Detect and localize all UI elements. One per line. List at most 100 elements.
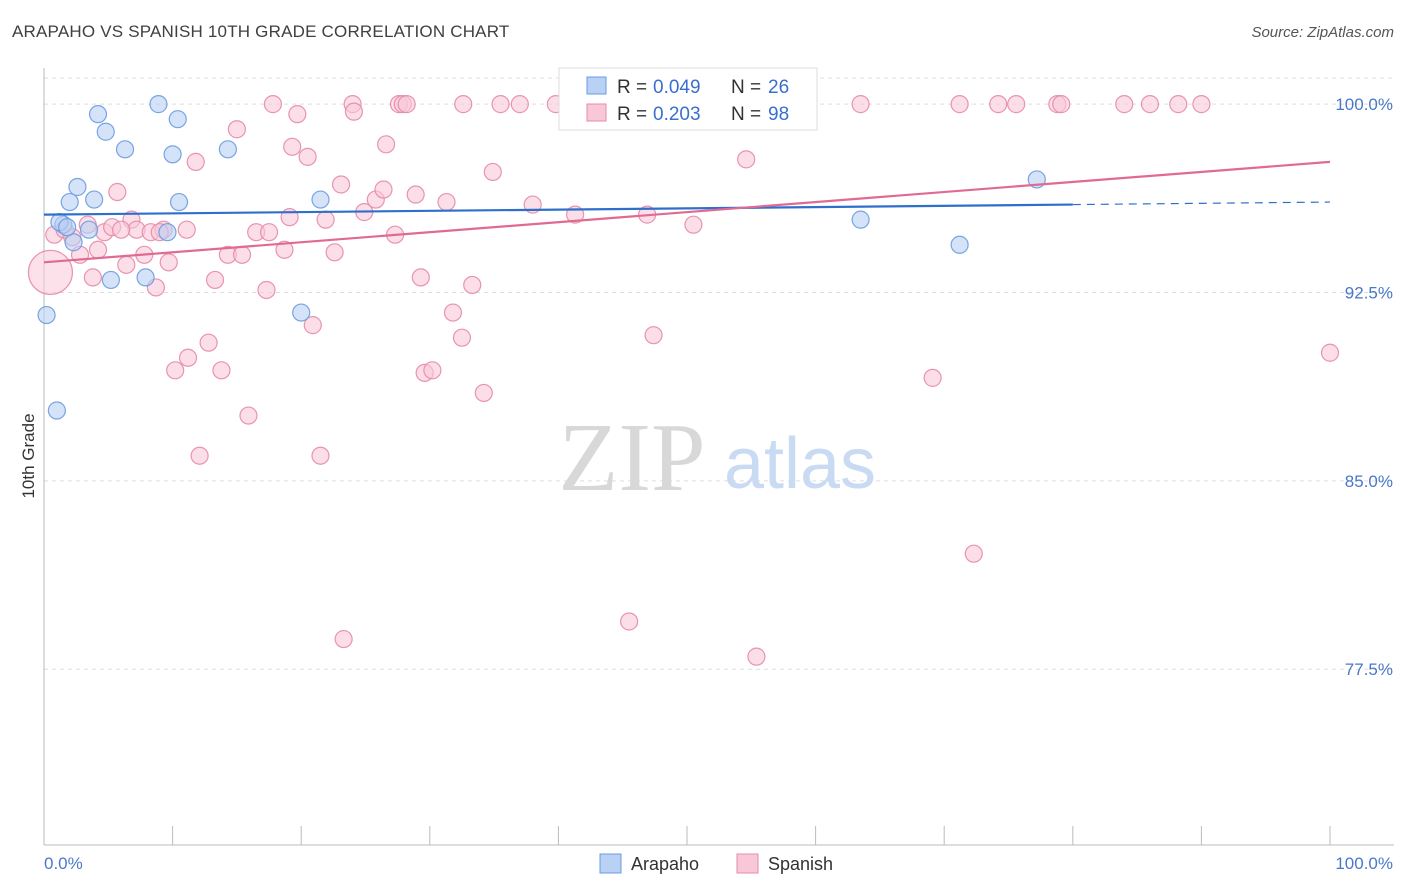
trend-lines <box>43 160 1331 264</box>
spanish-point <box>259 223 279 242</box>
arapaho-point <box>163 145 182 164</box>
arapaho-point <box>169 192 189 212</box>
spanish-point <box>334 629 353 649</box>
arapaho-point <box>68 177 87 197</box>
spanish-point <box>423 361 442 380</box>
spanish-point <box>232 245 252 264</box>
spanish-point <box>437 192 456 212</box>
spanish-point <box>950 95 969 114</box>
spanish-point <box>851 95 870 114</box>
arapaho-point <box>60 192 79 212</box>
spanish-point <box>311 446 330 465</box>
tick-labels: 100.0% 92.5% 85.0% 77.5% 0.0% 100.0% <box>44 95 1393 873</box>
spanish-point <box>227 120 246 139</box>
arapaho-point <box>88 105 108 124</box>
spanish-point <box>620 612 639 631</box>
spanish-point <box>117 255 136 274</box>
arapaho-point <box>136 268 155 287</box>
arapaho-point <box>85 190 104 209</box>
spanish-point <box>510 95 529 114</box>
spanish-point <box>303 316 322 335</box>
spanish-point <box>288 105 307 124</box>
trend-line-arapaho-extension <box>1072 201 1331 206</box>
spanish-point <box>376 135 396 154</box>
arapaho-point <box>292 303 311 322</box>
spanish-point <box>199 333 218 352</box>
legend-n-value-spanish: 98 <box>768 104 789 125</box>
spanish-point <box>159 253 178 272</box>
spanish-point <box>27 249 74 295</box>
spanish-point <box>474 383 493 403</box>
arapaho-point <box>64 233 83 252</box>
arapaho-point <box>79 220 99 239</box>
spanish-point <box>112 220 131 239</box>
spanish-point <box>452 328 472 347</box>
spanish-point <box>374 180 393 199</box>
spanish-point <box>186 152 205 171</box>
axes <box>43 68 1394 846</box>
arapaho-point <box>149 95 168 114</box>
bottom-legend-arapaho: Arapaho <box>631 854 699 874</box>
spanish-point <box>684 215 703 234</box>
y-tick-label: 77.5% <box>1345 660 1393 679</box>
stats-legend: R = 0.049 N = 26 R = 0.203 N = 98 <box>558 67 818 131</box>
watermark-zip: ZIP <box>559 404 706 512</box>
arapaho-point <box>115 140 135 159</box>
bottom-legend-swatch-spanish <box>736 853 759 874</box>
watermark-atlas: atlas <box>724 424 876 504</box>
y-tick-label: 92.5% <box>1345 283 1393 302</box>
spanish-point <box>83 268 102 287</box>
spanish-point <box>1192 95 1211 114</box>
spanish-point <box>331 175 351 194</box>
source-label: Source: ZipAtlas.com <box>1251 24 1394 41</box>
spanish-point <box>190 446 209 465</box>
spanish-point <box>212 361 231 380</box>
spanish-point <box>411 268 430 287</box>
arapaho-point <box>58 218 77 237</box>
legend-n-value-arapaho: 26 <box>768 77 789 98</box>
spanish-point <box>463 275 482 295</box>
y-tick-label: 100.0% <box>1335 95 1393 114</box>
bottom-legend-swatch-arapaho <box>599 853 622 874</box>
arapaho-point <box>101 270 120 290</box>
legend-r-label-arapaho: R = <box>617 77 647 98</box>
spanish-point <box>166 361 185 380</box>
spanish-point <box>325 243 344 262</box>
spanish-point <box>344 102 364 121</box>
spanish-point <box>257 280 276 300</box>
spanish-point <box>483 162 502 182</box>
spanish-point <box>205 270 225 290</box>
series-spanish <box>27 95 1340 666</box>
spanish-point <box>737 150 756 169</box>
chart-title: ARAPAHO VS SPANISH 10TH GRADE CORRELATIO… <box>12 22 510 41</box>
arapaho-point <box>37 305 56 325</box>
spanish-point <box>298 147 317 166</box>
spanish-point <box>88 240 108 259</box>
legend-n-label-spanish: N = <box>731 104 761 125</box>
spanish-point <box>275 240 294 259</box>
spanish-point <box>263 95 283 114</box>
bottom-legend: Arapaho Spanish <box>599 853 833 874</box>
series-arapaho <box>37 95 1046 420</box>
legend-r-value-arapaho: 0.049 <box>653 77 701 98</box>
spanish-point <box>443 303 463 322</box>
arapaho-point <box>96 122 115 141</box>
spanish-point <box>108 182 127 202</box>
spanish-point <box>239 406 258 425</box>
spanish-point <box>1169 95 1188 114</box>
x-tick-label-min: 0.0% <box>44 854 83 873</box>
spanish-point <box>177 220 196 239</box>
arapaho-point <box>311 190 330 209</box>
spanish-point <box>491 95 510 114</box>
spanish-point <box>1140 95 1160 114</box>
arapaho-point <box>47 401 66 420</box>
trend-line-arapaho <box>43 203 1073 216</box>
spanish-point <box>1007 95 1026 114</box>
legend-swatch-spanish <box>586 103 607 122</box>
legend-n-label-arapaho: N = <box>731 77 761 98</box>
legend-swatch-arapaho <box>586 76 607 95</box>
spanish-point <box>454 95 473 114</box>
bottom-legend-spanish: Spanish <box>768 854 833 874</box>
arapaho-point <box>158 223 177 242</box>
